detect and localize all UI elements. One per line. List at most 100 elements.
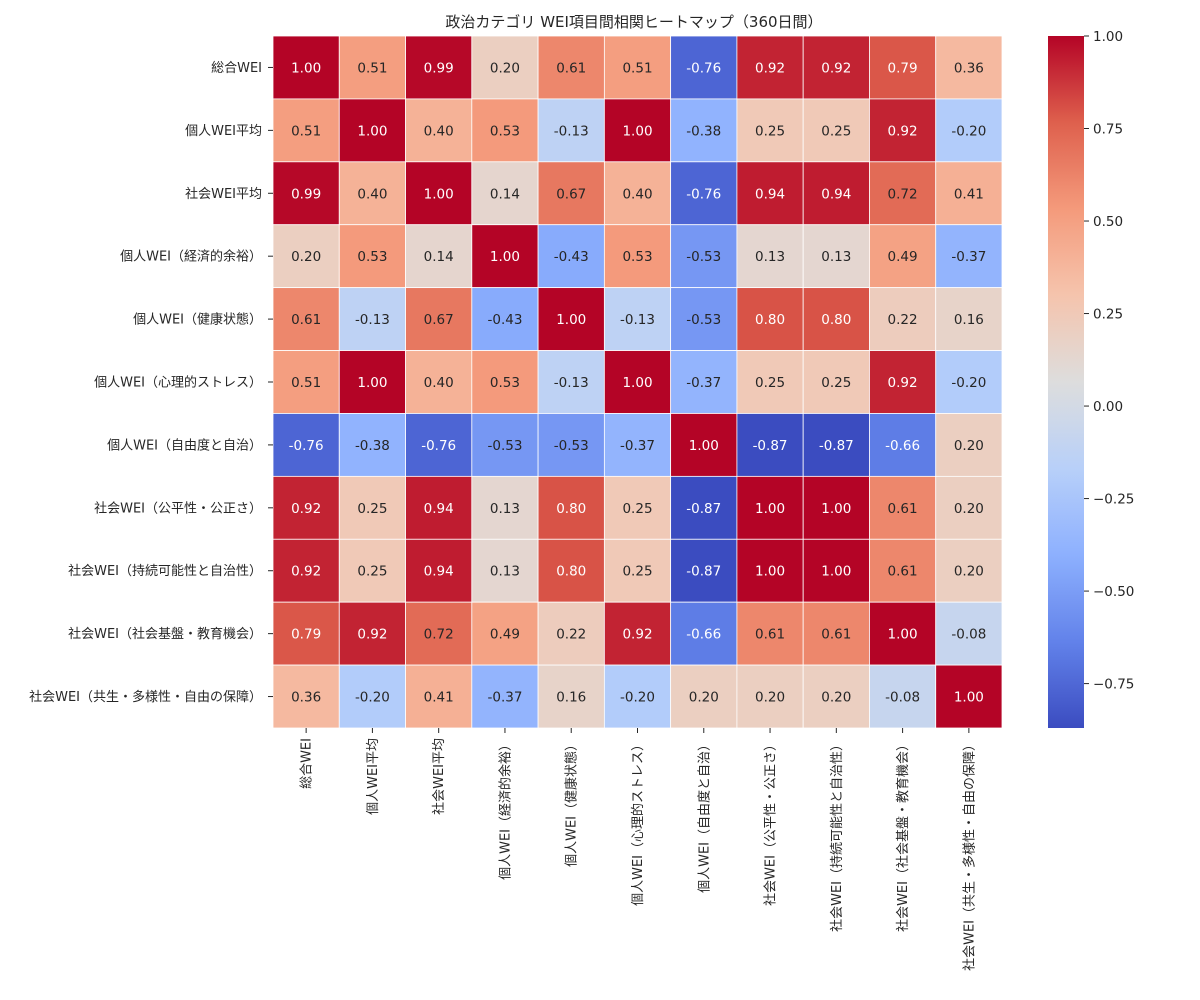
heatmap-cell [670,161,738,226]
cell-value-label: 0.25 [622,564,652,580]
cell-value-label: -0.43 [487,312,522,328]
cell-value-label: 1.00 [622,375,652,391]
heatmap-cell [603,538,672,603]
cell-value-label: 0.20 [755,690,785,706]
cell-value-label: 0.92 [755,60,785,76]
cell-value-label: 0.61 [821,627,851,643]
cell-value-label: 0.40 [622,186,652,202]
heatmap-cell [272,413,340,477]
cell-value-label: 0.61 [755,627,785,643]
heatmap-cell [603,664,672,729]
cell-value-label: 0.61 [556,60,586,76]
cell-value-label: 0.92 [888,375,918,391]
cell-value-label: 0.25 [622,501,652,517]
heatmap-cell [935,664,1003,729]
chart-title: 政治カテゴリ WEI項目間相関ヒートマップ（360日間） [445,13,822,31]
cell-value-label: 1.00 [821,501,851,517]
cell-value-label: 0.61 [291,312,321,328]
colorbar-tick-label: 0.50 [1093,214,1123,230]
cell-value-label: 0.92 [357,627,387,643]
cell-value-label: 1.00 [357,375,387,391]
heatmap-cell [338,35,406,100]
heatmap-cell [603,475,672,540]
cell-value-label: -0.37 [620,438,655,454]
cell-value-label: 1.00 [424,186,454,202]
cell-value-label: 0.13 [490,564,520,580]
cell-value-label: 0.53 [490,123,520,139]
cell-value-label: 0.25 [821,375,851,391]
heatmap-cell [603,413,672,477]
y-tick-label: 個人WEI（健康状態） [133,312,262,328]
heatmap-cell [869,413,937,477]
heatmap-cell [405,161,473,226]
cell-value-label: -0.66 [885,438,920,454]
cell-value-label: 1.00 [622,123,652,139]
heatmap-cell [471,35,539,100]
heatmap-cell [537,161,605,226]
cell-value-label: 0.79 [291,627,321,643]
heatmap-cell [802,664,870,729]
heatmap-cell [603,98,672,163]
cell-value-label: 0.36 [291,690,321,706]
cell-value-label: 0.92 [291,564,321,580]
heatmap-cell [603,350,672,414]
heatmap-cell [736,413,804,477]
cell-value-label: -0.37 [686,375,721,391]
y-tick-label: 総合WEI [211,61,262,76]
y-tick-label: 社会WEI（社会基盤・教育機会） [68,626,262,642]
colorbar: 1.00 0.75 0.50 0.25 0.00 −0.25 −0.50 −0.75 [1048,29,1134,728]
heatmap-cell [802,224,870,289]
heatmap-cell [802,413,870,477]
x-tick-label: 社会WEI（持続可能性と自治性） [829,738,845,932]
heatmap-cell [471,601,539,666]
cell-value-label: 0.13 [755,249,785,265]
cell-value-label: 1.00 [954,690,984,706]
cell-value-label: 0.20 [490,60,520,76]
heatmap-cell [869,224,937,289]
cell-value-label: -0.76 [421,438,456,454]
cell-value-label: 0.25 [755,375,785,391]
heatmap-cell-values: 1.00 0.51 0.99 0.20 0.61 0.51 -0.76 0.92 0.92 0.7… [289,60,987,705]
cell-value-label: 0.20 [954,438,984,454]
heatmap-cell [935,161,1003,226]
y-tick-label: 個人WEI平均 [185,124,262,139]
cell-value-label: -0.20 [620,690,655,706]
cell-value-label: -0.13 [620,312,655,328]
heatmap-cell [869,475,937,540]
heatmap-cell [537,98,605,163]
heatmap-cell [338,287,406,351]
heatmap-cell [471,287,539,351]
x-tick-label: 社会WEI（公平性・公正さ） [763,738,779,906]
cell-value-label: 0.22 [556,627,586,643]
cell-value-label: -0.53 [686,249,721,265]
cell-value-label: 0.20 [954,501,984,517]
colorbar-tick-label: 0.75 [1093,122,1123,138]
cell-value-label: 0.92 [622,627,652,643]
x-tick-label: 個人WEI（経済的余裕） [497,738,513,880]
heatmap-cell [603,287,672,351]
heatmap-cell [537,601,605,666]
cell-value-label: 0.16 [954,312,984,328]
heatmap-cell [405,287,473,351]
heatmap-cell [471,224,539,289]
heatmap-cell [935,475,1003,540]
cell-value-label: -0.43 [554,249,589,265]
heatmap-cell [736,475,804,540]
cell-value-label: 0.61 [888,501,918,517]
cell-value-label: 0.92 [291,501,321,517]
cell-value-label: -0.08 [951,627,986,643]
heatmap-cell [670,98,738,163]
heatmap-cell [338,664,406,729]
cell-value-label: -0.76 [686,60,721,76]
cell-value-label: -0.76 [289,438,324,454]
heatmap-cell [935,35,1003,100]
heatmap-cell [272,538,340,603]
heatmap-cells [272,35,1003,729]
heatmap-cell [405,538,473,603]
colorbar-tick-label: 0.25 [1093,307,1123,323]
cell-value-label: 0.41 [424,690,454,706]
cell-value-label: 1.00 [821,564,851,580]
heatmap-cell [802,350,870,414]
heatmap-cell [338,98,406,163]
heatmap-cell [935,98,1003,163]
